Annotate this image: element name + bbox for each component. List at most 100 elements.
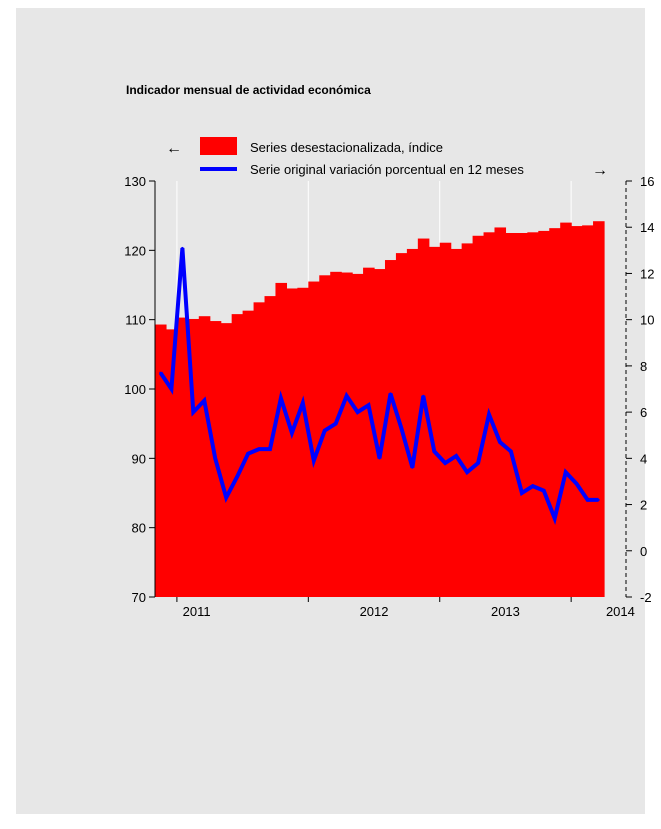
line-point bbox=[301, 401, 305, 405]
line-point bbox=[203, 399, 206, 402]
right-tick-label: 10 bbox=[640, 313, 654, 328]
bar bbox=[286, 288, 298, 597]
line-point bbox=[597, 498, 600, 502]
bar bbox=[363, 267, 375, 597]
legend-right-arrow: → bbox=[592, 162, 608, 179]
left-tick-label: 80 bbox=[132, 521, 146, 536]
bar bbox=[374, 269, 386, 597]
line-point bbox=[235, 475, 239, 479]
bar bbox=[165, 329, 178, 597]
bar bbox=[352, 273, 364, 597]
bar-series bbox=[155, 221, 605, 598]
line-point bbox=[531, 484, 535, 488]
left-tick-label: 110 bbox=[125, 313, 146, 328]
bar bbox=[308, 281, 320, 597]
line-point bbox=[411, 466, 414, 469]
line-point bbox=[586, 498, 589, 502]
line-point bbox=[444, 461, 447, 465]
line-point bbox=[367, 403, 370, 407]
line-point bbox=[268, 447, 272, 451]
bar bbox=[428, 246, 441, 597]
axes: 70 80 90 100 110 120 130 -2 0 2 4 6 8 10 12 14 16 2011 201… bbox=[124, 174, 654, 619]
x-tick-label: 2014 bbox=[606, 604, 635, 619]
line-point bbox=[465, 471, 469, 474]
x-tick-label: 2013 bbox=[491, 604, 520, 619]
right-tick-label: 16 bbox=[640, 174, 654, 189]
left-tick-label: 90 bbox=[132, 451, 146, 466]
right-tick-label: 4 bbox=[640, 451, 647, 466]
legend: ← Series desestacionalizada, índice Seri… bbox=[166, 137, 608, 179]
bar bbox=[406, 248, 419, 598]
line-point bbox=[487, 413, 491, 416]
right-tick-label: 0 bbox=[640, 544, 647, 559]
bar bbox=[297, 287, 309, 597]
bar bbox=[341, 272, 353, 597]
x-tick-label: 2011 bbox=[183, 604, 211, 619]
line-point bbox=[422, 394, 425, 398]
left-tick-label: 120 bbox=[124, 243, 146, 258]
line-point bbox=[564, 471, 567, 474]
bar bbox=[417, 238, 430, 597]
line-point bbox=[454, 454, 458, 458]
line-point bbox=[159, 371, 162, 375]
legend-swatch-line bbox=[200, 167, 237, 171]
line-point bbox=[323, 429, 326, 432]
legend-label-line: Serie original variación porcentual en 1… bbox=[250, 162, 524, 177]
right-tick-label: 14 bbox=[640, 220, 654, 235]
bar bbox=[505, 233, 517, 597]
line-point bbox=[181, 246, 184, 250]
bar bbox=[198, 316, 211, 597]
bar bbox=[319, 275, 331, 597]
bar bbox=[439, 242, 452, 597]
line-point bbox=[257, 447, 261, 451]
line-point bbox=[170, 387, 173, 391]
chart-title: Indicador mensual de actividad económica bbox=[126, 83, 371, 97]
bar bbox=[384, 260, 397, 597]
bar bbox=[330, 271, 342, 597]
right-tick-label: 6 bbox=[640, 405, 647, 420]
line-point bbox=[290, 431, 294, 435]
line-series bbox=[158, 246, 600, 526]
line-point bbox=[345, 394, 348, 398]
left-tick-label: 100 bbox=[124, 382, 146, 397]
line-point bbox=[312, 459, 315, 462]
bar bbox=[571, 226, 583, 598]
left-tick-label: 70 bbox=[132, 590, 146, 605]
bar bbox=[549, 228, 561, 597]
line-point bbox=[356, 410, 359, 414]
bar bbox=[220, 323, 233, 597]
bar bbox=[560, 222, 572, 597]
line-point bbox=[246, 452, 250, 455]
x-tick-label: 2012 bbox=[360, 604, 389, 619]
line-point bbox=[334, 422, 337, 425]
line-point bbox=[378, 457, 381, 460]
line-point bbox=[509, 450, 513, 453]
line-point bbox=[553, 517, 556, 520]
left-tick-label: 130 bbox=[124, 174, 146, 189]
bar bbox=[461, 243, 474, 597]
line-point bbox=[433, 450, 436, 453]
legend-left-arrow: ← bbox=[166, 140, 182, 157]
line-point bbox=[389, 392, 392, 395]
bar bbox=[472, 235, 485, 598]
line-point bbox=[498, 440, 502, 444]
line-point bbox=[400, 427, 403, 430]
right-tick-label: 12 bbox=[640, 266, 654, 281]
bar bbox=[450, 248, 463, 598]
right-tick-label: -2 bbox=[640, 590, 652, 605]
line-point bbox=[575, 482, 578, 485]
legend-swatch-bars bbox=[200, 137, 237, 155]
bar bbox=[155, 324, 167, 597]
line-point bbox=[476, 461, 480, 465]
line-point bbox=[224, 496, 228, 499]
bar bbox=[582, 225, 594, 597]
right-tick-label: 2 bbox=[640, 498, 647, 513]
bar bbox=[516, 233, 528, 597]
line-point bbox=[542, 489, 545, 492]
right-tick-label: 8 bbox=[640, 359, 647, 374]
line-point bbox=[279, 397, 283, 400]
bar bbox=[494, 227, 507, 597]
bar bbox=[176, 317, 189, 597]
legend-label-bars: Series desestacionalizada, índice bbox=[250, 140, 443, 155]
